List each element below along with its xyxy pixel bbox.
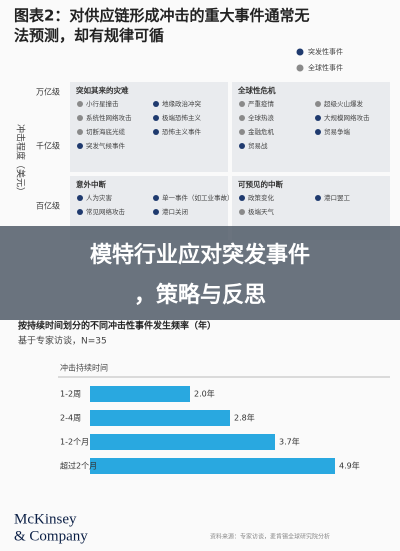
quadrant [70, 82, 228, 172]
event-dot [77, 143, 83, 149]
row-label: 万亿级 [36, 87, 60, 97]
value-label: 2.8年 [234, 413, 255, 423]
event-label: 港口关闭 [162, 207, 188, 216]
chart-title: 按持续时间划分的不同冲击性事件发生频率（年） [18, 320, 216, 332]
category-header: 冲击持续时间 [60, 363, 108, 373]
event-label: 金融危机 [248, 127, 275, 136]
bar [90, 410, 230, 426]
event-dot [315, 195, 321, 201]
event-dot [315, 129, 321, 135]
legend-dot [296, 48, 304, 56]
event-label: 突发气候事件 [86, 141, 126, 150]
legend-label: 全球性事件 [308, 63, 343, 72]
row-label: 百亿级 [36, 201, 60, 211]
event-label: 地缘政治冲突 [162, 99, 202, 108]
event-dot [153, 129, 159, 135]
event-dot [153, 209, 159, 215]
event-dot [77, 129, 83, 135]
category-label: 1-2周 [60, 390, 81, 399]
category-label: 1-2个月 [60, 438, 89, 447]
category-label: 超过2个月 [60, 461, 97, 471]
quadrant-title: 可预见的中断 [238, 179, 283, 189]
event-label: 极端恐怖主义 [162, 113, 202, 122]
value-label: 3.7年 [279, 437, 300, 447]
event-dot [77, 101, 83, 107]
event-label: 超级火山爆发 [324, 99, 364, 108]
bar [90, 434, 275, 450]
event-dot [77, 115, 83, 121]
event-label: 贸易战 [248, 141, 268, 150]
quadrant-title: 突如其来的灾难 [76, 85, 129, 95]
event-dot [77, 195, 83, 201]
event-label: 常见网络攻击 [86, 207, 126, 216]
event-dot [153, 195, 159, 201]
event-dot [239, 129, 245, 135]
overlay-title: 模特行业应对突发事件 [90, 242, 310, 268]
event-dot [77, 209, 83, 215]
event-label: 贸易争端 [324, 127, 351, 136]
chart-subtitle: 基于专家访谈，N=35 [18, 335, 107, 347]
event-dot [239, 195, 245, 201]
event-label: 全球热浪 [248, 113, 275, 122]
quadrant [232, 82, 390, 172]
bar [90, 458, 335, 474]
event-label: 系统性网络攻击 [86, 113, 132, 122]
event-dot [153, 115, 159, 121]
event-dot [315, 101, 321, 107]
source-note: 资料来源：专家访谈，麦肯锡全球研究院分析 [210, 533, 330, 541]
category-label: 2-4周 [60, 414, 81, 423]
event-label: 大规模网络攻击 [324, 113, 370, 122]
event-dot [239, 143, 245, 149]
event-dot [153, 101, 159, 107]
quadrant-title: 意外中断 [76, 179, 106, 189]
row-label: 千亿级 [36, 141, 60, 151]
event-label: 港口罢工 [324, 193, 351, 202]
event-label: 小行星撞击 [86, 99, 119, 108]
figure-title: 图表2：对供应链形成冲击的重大事件通常无 [14, 7, 309, 25]
legend-label: 突发性事件 [308, 47, 343, 56]
logo: & Company [14, 528, 88, 544]
event-dot [239, 101, 245, 107]
y-axis-label: 冲击程度（美元） [15, 124, 27, 196]
event-label: 严重疫情 [248, 99, 275, 108]
event-label: 政策变化 [248, 193, 275, 202]
event-label: 极端天气 [248, 207, 275, 216]
overlay-band [0, 226, 400, 320]
event-dot [239, 115, 245, 121]
event-dot [239, 209, 245, 215]
event-label: 单一事件（如工业事故） [162, 193, 234, 202]
figure-title: 法预测，却有规律可循 [14, 27, 164, 45]
event-label: 切断海底光缆 [86, 127, 126, 136]
legend-dot [296, 64, 304, 72]
event-label: 人为灾害 [86, 193, 113, 202]
bar [90, 386, 190, 402]
value-label: 4.9年 [339, 461, 360, 471]
event-label: 恐怖主义事件 [162, 127, 202, 136]
quadrant-title: 全球性危机 [237, 85, 276, 95]
logo: McKinsey [14, 511, 77, 527]
event-dot [315, 115, 321, 121]
value-label: 2.0年 [194, 389, 215, 399]
overlay-title: ，策略与反思 [134, 282, 266, 308]
